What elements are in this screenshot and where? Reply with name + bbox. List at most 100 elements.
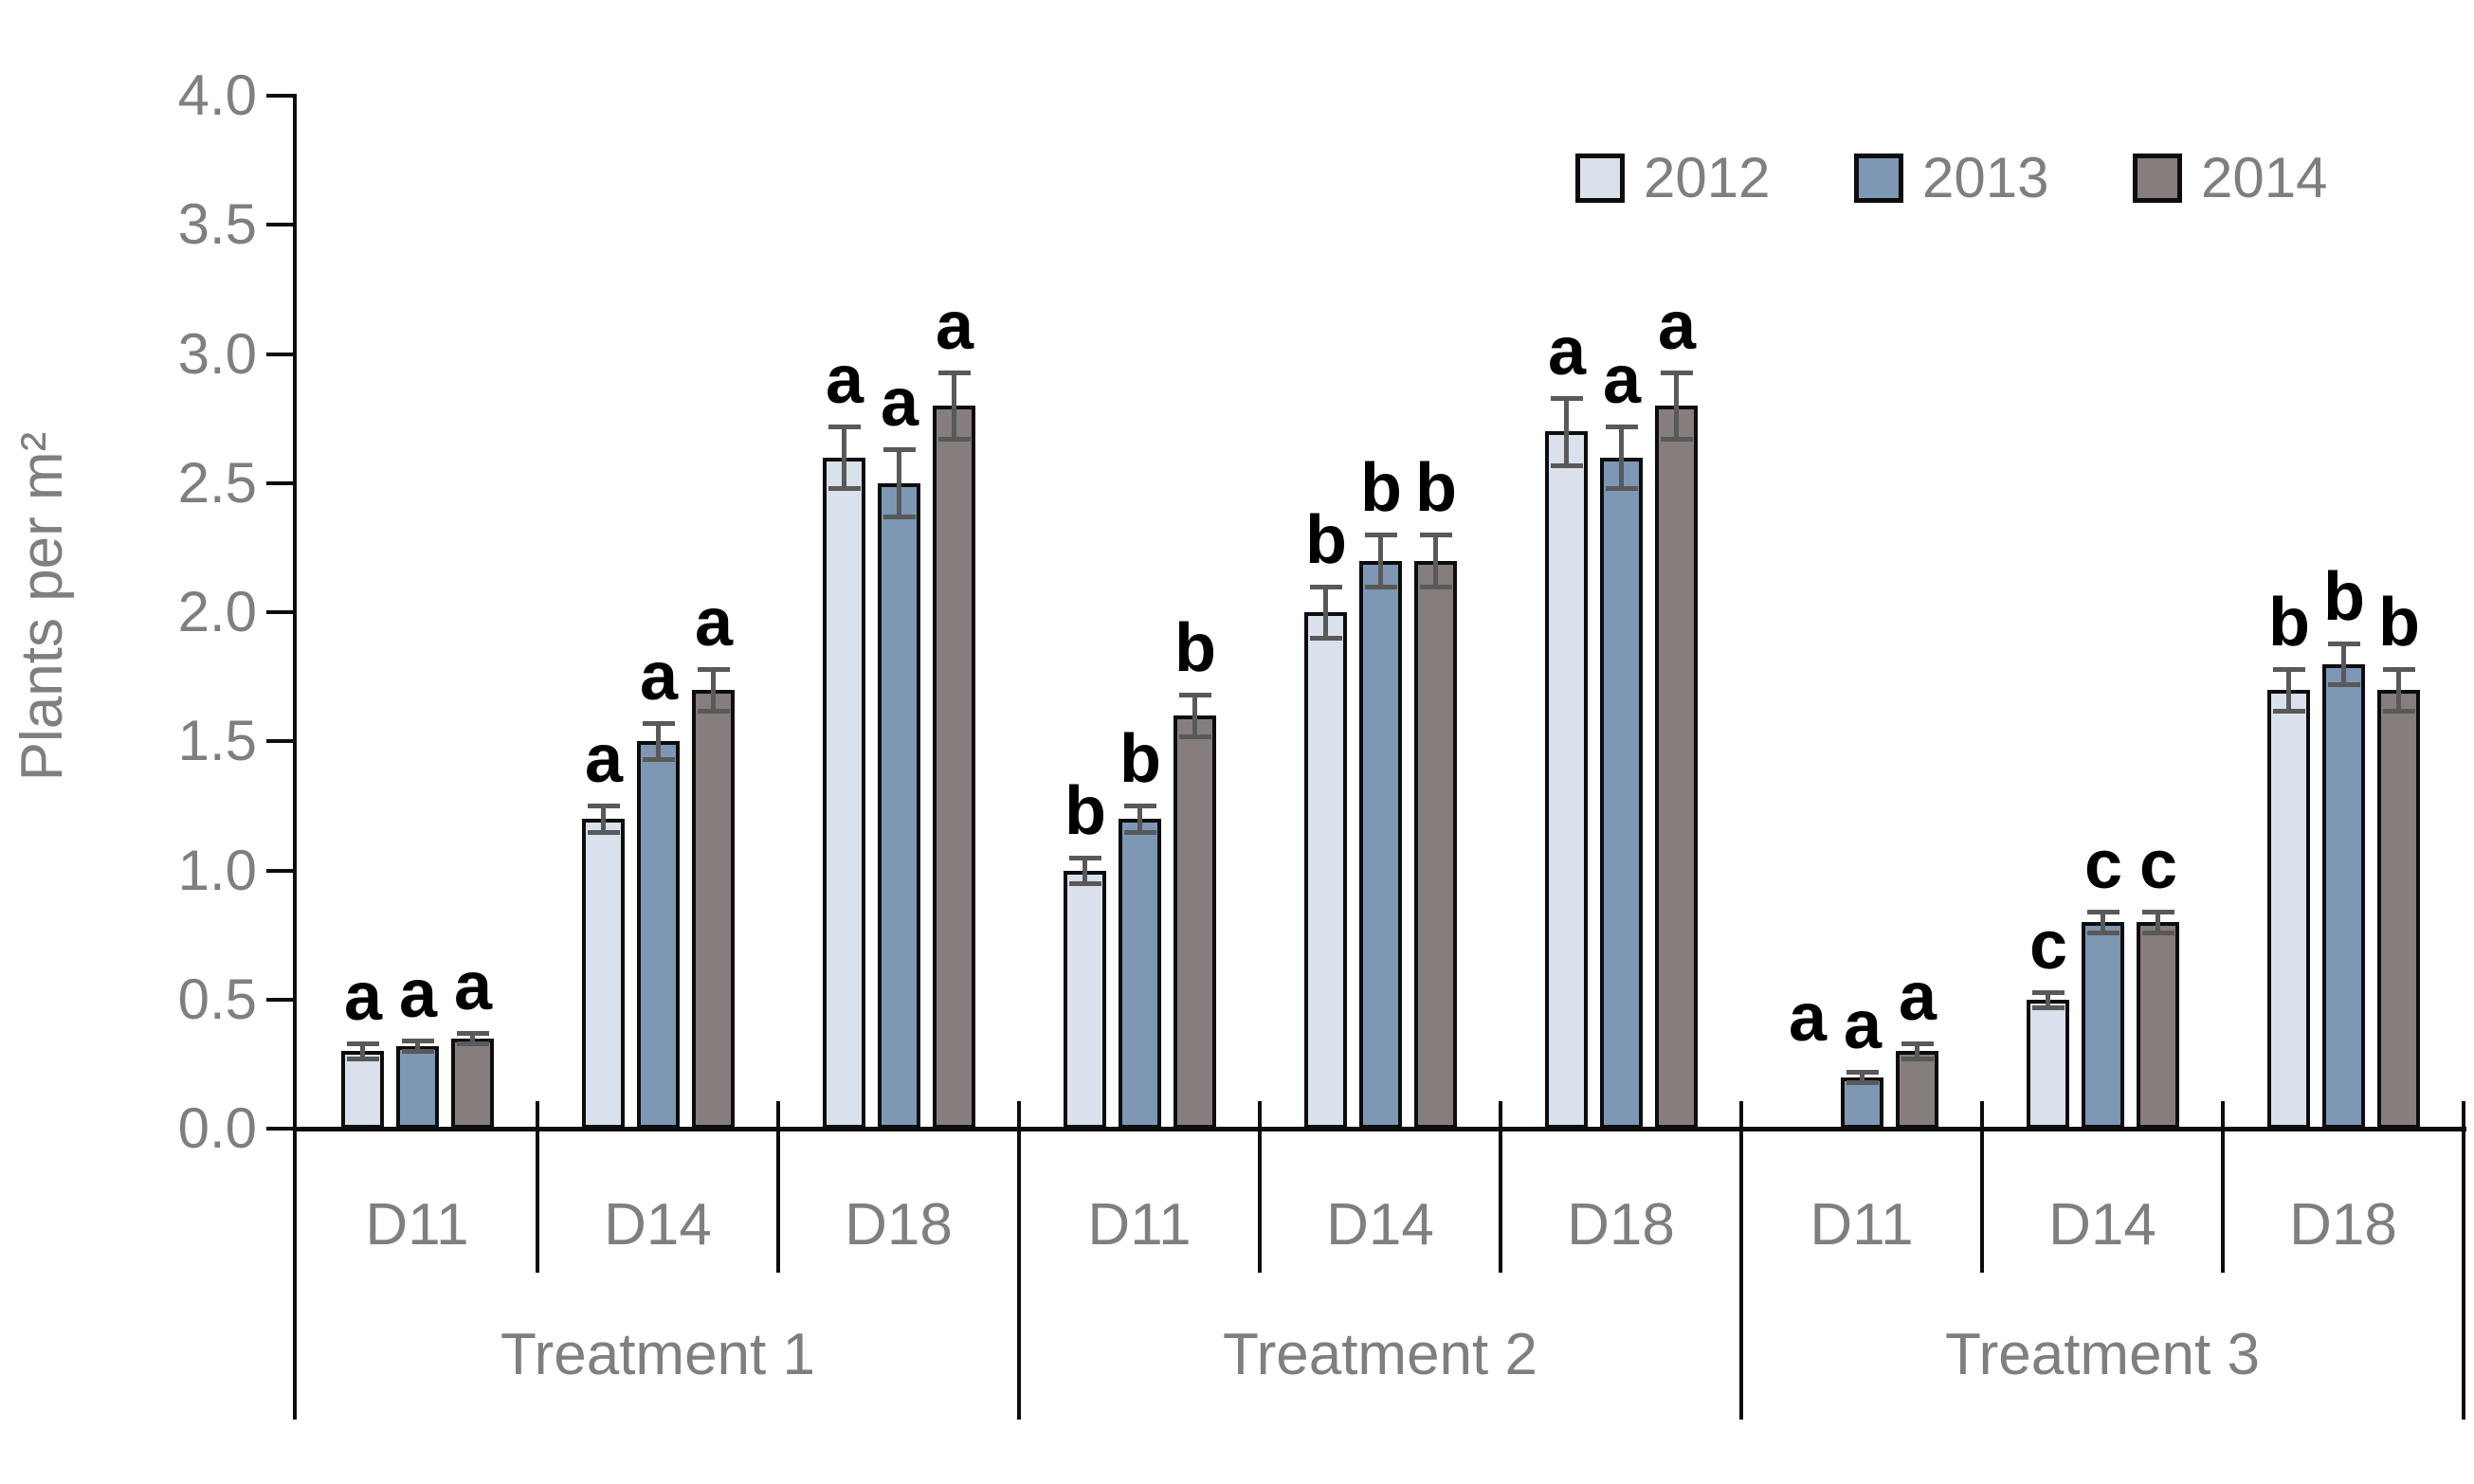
y-axis-tick-label: 2.5 (177, 451, 257, 515)
error-bar-cap-top (1179, 693, 1211, 697)
d-category-label: D11 (365, 1192, 469, 1258)
error-bar-cap-bottom (402, 1049, 434, 1054)
error-bar-cap-top (1661, 371, 1693, 375)
error-bar-cap-bottom (588, 830, 620, 835)
bar-2013-t1-d18 (878, 483, 920, 1129)
treatment-divider (1017, 1101, 1021, 1420)
y-axis-tick-label: 3.0 (177, 322, 257, 386)
error-bar-cap-bottom (828, 486, 861, 491)
significance-letter: a (343, 959, 383, 1035)
significance-letter: a (584, 721, 624, 797)
error-bar (601, 805, 606, 832)
d-category-label: D11 (1087, 1192, 1192, 1258)
error-bar-cap-bottom (2273, 709, 2305, 714)
category-divider (1499, 1101, 1502, 1273)
error-bar-cap-top (1901, 1041, 1934, 1046)
significance-letter: a (1843, 987, 1883, 1063)
y-axis-tick (266, 739, 293, 743)
error-bar-cap-top (1124, 804, 1156, 808)
y-axis-tick (266, 998, 293, 1002)
error-bar (952, 372, 956, 439)
error-bar-cap-top (883, 447, 916, 452)
bar-2014-t2-d14 (1414, 561, 1457, 1129)
bar-2014-t1-d14 (692, 690, 735, 1129)
significance-letter: a (825, 342, 864, 418)
significance-letter: a (1657, 288, 1697, 364)
treatment-divider (1739, 1101, 1743, 1420)
error-bar-cap-bottom (2032, 1005, 2065, 1010)
error-bar-cap-bottom (1179, 734, 1211, 739)
d-category-label: D14 (1326, 1192, 1434, 1258)
error-bar-cap-bottom (1365, 585, 1397, 589)
y-axis-tick (266, 223, 293, 226)
treatment-divider (2462, 1101, 2465, 1420)
bar-2012-t2-d14 (1304, 612, 1347, 1129)
error-bar-cap-bottom (1069, 881, 1101, 886)
category-divider (536, 1101, 539, 1273)
y-axis-tick-label: 4.0 (177, 63, 257, 127)
error-bar-cap-top (2273, 667, 2305, 672)
error-bar (2286, 669, 2291, 711)
significance-letter: a (398, 956, 438, 1032)
y-axis-tick-label: 1.0 (177, 839, 257, 902)
treatment-label: Treatment 2 (1223, 1322, 1537, 1387)
error-bar-cap-bottom (1551, 463, 1583, 468)
y-axis-tick-label: 3.5 (177, 192, 257, 256)
significance-letter: a (1898, 959, 1937, 1035)
significance-letter: c (2138, 827, 2178, 903)
error-bar (360, 1043, 365, 1059)
error-bar-cap-top (347, 1041, 379, 1046)
bar-2012-t3-d18 (2267, 690, 2310, 1129)
significance-letter: a (694, 585, 734, 661)
d-category-label: D18 (2289, 1192, 2397, 1258)
bar-2014-t3-d18 (2377, 690, 2420, 1129)
d-category-label: D14 (604, 1192, 712, 1258)
bar-2012-t1-d11 (341, 1051, 384, 1129)
error-bar (1323, 587, 1328, 638)
error-bar-cap-top (1420, 533, 1452, 537)
error-bar-cap-top (588, 804, 620, 808)
significance-letter: c (2028, 908, 2068, 984)
bar-2012-t3-d14 (2027, 1000, 2069, 1129)
significance-letter: b (1064, 773, 1106, 849)
x-axis-line (297, 1127, 2466, 1131)
d-category-label: D18 (845, 1192, 953, 1258)
significance-letter: b (2378, 585, 2420, 661)
category-divider (1258, 1101, 1262, 1273)
error-bar-cap-top (1069, 856, 1101, 860)
error-bar-cap-bottom (2383, 709, 2415, 714)
error-bar-cap-top (1310, 585, 1342, 589)
y-axis-tick (266, 353, 293, 356)
bar-2012-t2-d11 (1064, 871, 1106, 1129)
significance-letter: b (1305, 502, 1347, 578)
category-divider (2221, 1101, 2225, 1273)
error-bar (1860, 1072, 1865, 1082)
error-bar (2156, 912, 2160, 932)
y-axis-tick (266, 94, 293, 98)
error-bar (1433, 534, 1438, 587)
error-bar (1378, 534, 1383, 587)
error-bar (842, 426, 846, 488)
error-bar-cap-bottom (2087, 931, 2119, 935)
legend-swatch-2013 (1854, 154, 1903, 203)
significance-letter: a (880, 365, 919, 441)
significance-letter: a (1788, 980, 1828, 1056)
legend-item-2014: 2014 (2133, 150, 2327, 207)
bar-2013-t1-d14 (637, 741, 680, 1129)
significance-letter: b (1415, 450, 1457, 526)
significance-letter: a (453, 949, 493, 1024)
error-bar-cap-top (1846, 1070, 1879, 1075)
legend-label: 2012 (1644, 146, 1771, 209)
significance-letter: a (1602, 342, 1642, 418)
bar-2014-t1-d18 (933, 406, 975, 1129)
significance-letter: a (1547, 314, 1587, 389)
bar-2014-t2-d18 (1655, 406, 1698, 1129)
bar-2012-t1-d18 (823, 458, 865, 1129)
error-bar (415, 1041, 420, 1051)
bar-2013-t3-d14 (2082, 922, 2124, 1129)
error-bar (2396, 669, 2401, 711)
error-bar-cap-bottom (698, 709, 730, 714)
bar-2013-t3-d18 (2322, 664, 2365, 1129)
y-axis-line (293, 94, 297, 1420)
